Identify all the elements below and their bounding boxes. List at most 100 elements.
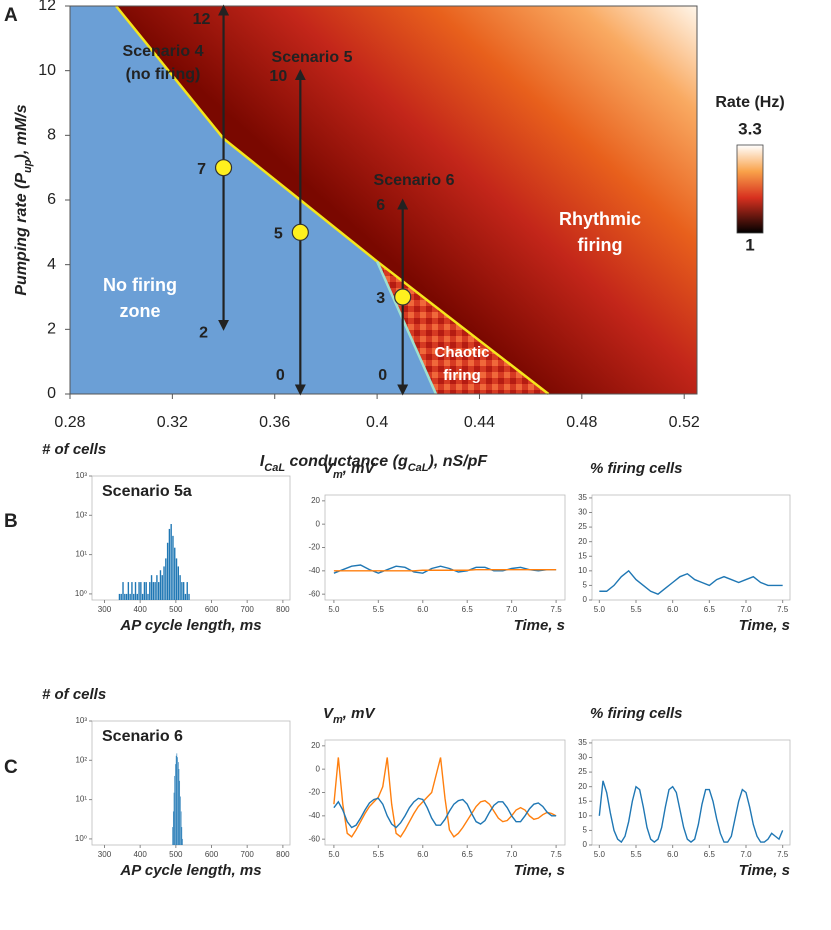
- histogram-bar: [174, 547, 176, 600]
- y-tick-label: 10¹: [75, 550, 87, 559]
- x-axis-label-part: conductance (g: [285, 453, 408, 470]
- x-tick-label: 6.5: [704, 605, 716, 614]
- x-tick-label: 5.5: [373, 605, 385, 614]
- plot-title-part: V: [323, 460, 335, 477]
- histogram-bar: [176, 753, 178, 845]
- y-tick-label: 10²: [75, 755, 87, 764]
- histogram-bar: [163, 566, 165, 600]
- x-tick-label: 600: [205, 605, 219, 614]
- histogram-bar: [122, 582, 124, 600]
- panel-letter: C: [4, 757, 18, 778]
- histogram-bar: [127, 582, 130, 600]
- plot-frame: [91, 475, 291, 601]
- histogram-bar: [154, 582, 156, 600]
- point-label: 5: [274, 226, 283, 243]
- y-tick-label: -40: [308, 566, 320, 575]
- histogram-bar: [172, 535, 174, 600]
- y-tick-label: -20: [308, 543, 320, 552]
- y-tick-label: 10⁰: [75, 834, 87, 843]
- y-tick-label: 0: [47, 385, 56, 402]
- histogram-bar: [172, 827, 173, 845]
- scenario-label: Scenario 6: [102, 728, 183, 745]
- region-label: zone: [119, 301, 160, 321]
- x-tick-label: 500: [169, 850, 183, 859]
- y-tick-label: 25: [578, 767, 587, 776]
- histogram-bar: [175, 755, 177, 845]
- colorbar-label: Rate (Hz): [715, 94, 784, 111]
- x-tick-label: 7.0: [506, 850, 518, 859]
- arrow-bottom-label: 2: [199, 325, 208, 342]
- x-tick-label: 300: [98, 605, 112, 614]
- y-tick-label: 35: [578, 738, 587, 747]
- plot-frame: [591, 739, 791, 846]
- x-tick-label: 5.5: [373, 850, 385, 859]
- y-tick-label: 0: [316, 519, 321, 528]
- x-tick-label: 5.5: [630, 850, 642, 859]
- x-tick-label: 700: [241, 605, 255, 614]
- histogram-bar: [138, 582, 140, 600]
- x-axis-label-part: ), nS/pF: [427, 453, 489, 470]
- histogram-bar: [168, 528, 171, 600]
- y-tick-label: 6: [47, 191, 56, 208]
- y-tick-label: 2: [47, 321, 56, 338]
- histogram-bar: [175, 558, 178, 600]
- histogram-bar: [147, 593, 149, 600]
- histogram-bar: [177, 566, 180, 600]
- arrow-top-label: 6: [376, 197, 385, 214]
- histogram-bar: [188, 593, 190, 600]
- histogram-bar: [136, 593, 138, 600]
- histogram-bar: [180, 811, 182, 845]
- x-tick-label: 300: [98, 850, 112, 859]
- plot-title-part: V: [323, 705, 335, 722]
- x-tick-label: 6.0: [667, 850, 679, 859]
- x-axis-label: ICaL conductance (gCaL), nS/pF: [260, 453, 489, 474]
- y-tick-label: 10: [578, 811, 587, 820]
- histogram-bar: [118, 593, 121, 600]
- plot-title: Vm, mV: [323, 460, 376, 481]
- histogram-bar: [143, 582, 146, 600]
- x-tick-label: 7.0: [740, 605, 752, 614]
- region-label: No firing: [103, 275, 177, 295]
- x-tick-label: 800: [276, 605, 290, 614]
- x-tick-label: 400: [133, 850, 147, 859]
- arrow-top-label: 10: [269, 68, 287, 85]
- histogram-bar: [129, 593, 131, 600]
- histogram-bar: [140, 582, 142, 600]
- histogram-bar: [120, 593, 122, 600]
- histogram-bar: [179, 575, 181, 600]
- scenario-label: Scenario 4: [123, 43, 204, 60]
- x-tick-label: 6.5: [704, 850, 716, 859]
- x-axis-label-part: CaL: [408, 462, 429, 474]
- x-tick-label: 6.5: [462, 605, 474, 614]
- line-series: [333, 757, 557, 838]
- histogram-bar: [181, 827, 183, 845]
- histogram-bar: [149, 582, 151, 600]
- x-tick-label: 400: [133, 605, 147, 614]
- x-tick-label: 6.5: [462, 850, 474, 859]
- x-axis-label: Time, s: [739, 862, 790, 879]
- y-tick-label: 12: [38, 0, 56, 14]
- x-tick-label: 800: [276, 850, 290, 859]
- scenario-point: [291, 223, 309, 241]
- y-tick-label: 30: [578, 508, 587, 517]
- plot-title-part: , mV: [342, 460, 377, 477]
- x-tick-label: 0.48: [566, 414, 597, 431]
- y-tick-label: 4: [47, 256, 56, 273]
- no-firing-region: [70, 6, 436, 394]
- x-axis-label: Time, s: [739, 617, 790, 634]
- y-tick-label: 10: [38, 62, 56, 79]
- x-tick-label: 7.5: [777, 850, 789, 859]
- x-tick-label: 7.0: [506, 605, 518, 614]
- plot-title: # of cells: [42, 686, 106, 703]
- scenario-label: Scenario 5a: [102, 483, 192, 500]
- x-tick-label: 0.52: [669, 414, 700, 431]
- x-tick-label: 7.5: [551, 850, 563, 859]
- y-tick-label: 20: [578, 782, 587, 791]
- colorbar-min: 1: [745, 235, 754, 254]
- colorbar: [736, 144, 764, 234]
- x-axis-label: AP cycle length, ms: [119, 617, 261, 634]
- x-tick-label: 500: [169, 605, 183, 614]
- y-tick-label: 30: [578, 753, 587, 762]
- plot-title-part: , mV: [342, 705, 377, 722]
- y-tick-label: 25: [578, 522, 587, 531]
